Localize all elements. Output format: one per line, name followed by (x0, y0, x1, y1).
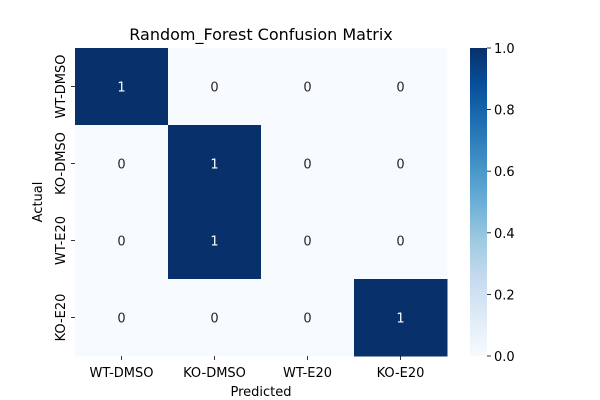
heatmap-cell (75, 202, 169, 280)
heatmap-cell (354, 48, 448, 126)
x-axis-label: Predicted (230, 385, 291, 400)
colorbar-tick-label: 0.8 (494, 104, 515, 119)
x-tick-label: KO-DMSO (183, 366, 246, 381)
heatmap-grid: 1 0 0 0 0 1 0 0 0 1 0 0 0 0 0 1 (75, 48, 448, 357)
heatmap-cell (261, 125, 355, 203)
heatmap-cell (75, 48, 169, 126)
heatmap-cell (168, 125, 262, 203)
cell-value-label: 0 (303, 235, 311, 250)
colorbar-tick-label: 0.0 (494, 350, 515, 365)
colorbar-tick-label: 0.2 (494, 288, 515, 303)
cell-value-label: 1 (210, 235, 218, 250)
y-tick-label: WT-DMSO (54, 54, 69, 118)
y-axis-label: Actual (31, 182, 46, 223)
heatmap-cell (168, 202, 262, 280)
colorbar-tick-label: 1.0 (494, 42, 515, 57)
x-axis-ticks: WT-DMSO KO-DMSO WT-E20 KO-E20 (89, 356, 424, 381)
heatmap-cell (261, 48, 355, 126)
y-tick-label: KO-E20 (54, 294, 69, 342)
cell-value-label: 0 (117, 158, 125, 173)
heatmap-cell (75, 125, 169, 203)
heatmap-cell (168, 279, 262, 357)
heatmap-cell (261, 202, 355, 280)
x-tick-label: WT-DMSO (89, 366, 153, 381)
y-tick-label: WT-E20 (54, 216, 69, 265)
heatmap-cell (75, 279, 169, 357)
cell-value-label: 0 (303, 158, 311, 173)
heatmap-cell (354, 125, 448, 203)
colorbar-tick-label: 0.4 (494, 227, 515, 242)
cell-value-label: 0 (117, 312, 125, 327)
heatmap-cell (261, 279, 355, 357)
cell-value-label: 0 (117, 235, 125, 250)
heatmap-cell (354, 279, 448, 357)
cell-value-label: 1 (210, 158, 218, 173)
heatmap-cell (168, 48, 262, 126)
x-tick-label: WT-E20 (283, 366, 332, 381)
cell-value-label: 1 (396, 312, 404, 327)
cell-value-label: 1 (117, 81, 125, 96)
chart-title: Random_Forest Confusion Matrix (129, 25, 392, 45)
heatmap-cell (354, 202, 448, 280)
colorbar (470, 48, 487, 356)
cell-value-label: 0 (210, 312, 218, 327)
cell-value-label: 0 (303, 312, 311, 327)
colorbar-ticks: 0.0 0.2 0.4 0.6 0.8 1.0 (487, 42, 515, 365)
cell-value-label: 0 (210, 81, 218, 96)
colorbar-tick-label: 0.6 (494, 165, 515, 180)
x-tick-label: KO-E20 (377, 366, 425, 381)
cell-value-label: 0 (303, 81, 311, 96)
y-tick-label: KO-DMSO (54, 132, 69, 195)
cell-value-label: 0 (396, 158, 404, 173)
cell-value-label: 0 (396, 81, 404, 96)
cell-value-label: 0 (396, 235, 404, 250)
y-axis-ticks: WT-DMSO KO-DMSO WT-E20 KO-E20 (54, 54, 75, 341)
